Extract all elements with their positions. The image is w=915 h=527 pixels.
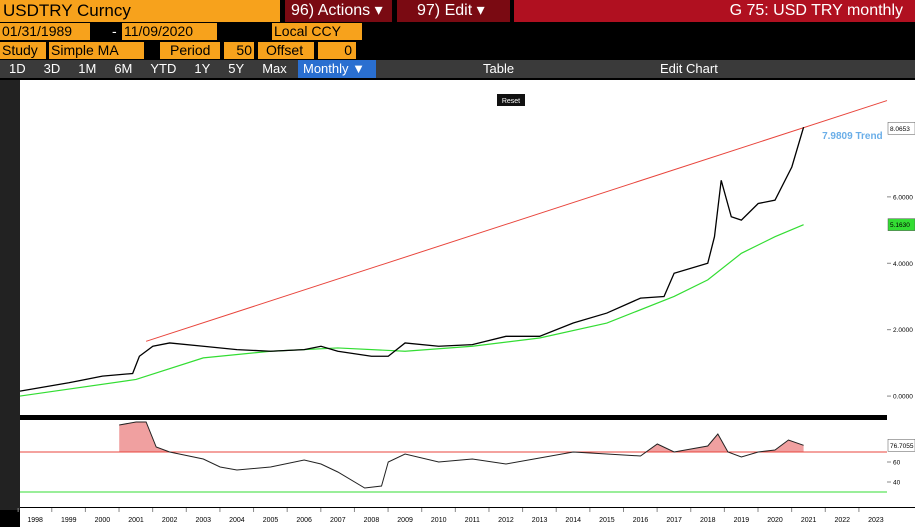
rsi-last-label-box bbox=[887, 439, 915, 452]
x-tick-label: 2011 bbox=[465, 517, 480, 524]
range-buttons: 1D 3D 1M 6M YTD 1Y 5Y Max bbox=[0, 60, 296, 78]
period-label: Period bbox=[160, 42, 220, 59]
study-label: Study bbox=[0, 42, 46, 59]
x-tick-label: 2002 bbox=[162, 517, 178, 524]
x-tick-label: 2015 bbox=[599, 517, 615, 524]
x-tick-label: 2004 bbox=[229, 517, 245, 524]
last-price-label-box bbox=[887, 122, 915, 135]
ma-line bbox=[19, 224, 804, 397]
date-dash: - bbox=[112, 23, 117, 39]
frequency[interactable]: Monthly ▼ bbox=[298, 60, 376, 78]
side-toolbar bbox=[0, 80, 20, 510]
range-button[interactable]: Max bbox=[262, 61, 287, 76]
x-tick-label: 2023 bbox=[868, 517, 884, 524]
range-button[interactable]: 6M bbox=[114, 61, 133, 76]
y-tick-label: 60 bbox=[893, 460, 901, 467]
x-tick-label: 2001 bbox=[128, 517, 144, 524]
x-tick-label: 2013 bbox=[532, 517, 548, 524]
ma-label-box bbox=[887, 218, 915, 231]
chart: Reset 1998 1999 2000 2001 2002 2003 2004 2005 20… bbox=[17, 80, 915, 527]
reset-button[interactable]: Reset bbox=[502, 98, 520, 105]
x-tick-label: 2012 bbox=[498, 517, 514, 524]
x-tick-label: 2017 bbox=[666, 517, 682, 524]
x-tick-label: 2021 bbox=[801, 517, 817, 524]
reset-bg bbox=[497, 94, 525, 106]
chart-name: G 75: USD TRY monthly bbox=[514, 0, 915, 22]
trend-annotation: 7.9809 Trend bbox=[822, 131, 883, 142]
edit-chart-button[interactable]: Edit Chart bbox=[660, 61, 718, 76]
x-tick-label: 2009 bbox=[397, 517, 413, 524]
edit-menu[interactable]: 97) Edit ▾ bbox=[397, 0, 510, 22]
rsi-last-label: 76.7055 bbox=[890, 443, 914, 450]
y-tick-label: 6.0000 bbox=[893, 194, 913, 201]
actions-menu[interactable]: 96) Actions ▾ bbox=[285, 0, 392, 22]
x-tick-label: 2019 bbox=[734, 517, 750, 524]
offset[interactable]: 0 bbox=[318, 42, 356, 59]
x-tick-label: 2014 bbox=[565, 517, 581, 524]
x-tick-label: 1998 bbox=[27, 517, 43, 524]
period[interactable]: 50 bbox=[224, 42, 254, 59]
x-tick-label: 1999 bbox=[61, 517, 77, 524]
x-axis-bg bbox=[20, 508, 915, 527]
x-tick-label: 2018 bbox=[700, 517, 716, 524]
x-tick-label: 2007 bbox=[330, 517, 346, 524]
start-date[interactable]: 01/31/1989 bbox=[0, 23, 90, 40]
last-price-label: 8.0653 bbox=[890, 126, 910, 133]
x-tick-label: 2005 bbox=[263, 517, 279, 524]
study[interactable]: Simple MA bbox=[49, 42, 144, 59]
range-button[interactable]: 1Y bbox=[194, 61, 211, 76]
range-button[interactable]: 3D bbox=[43, 61, 61, 76]
y-axis-bg bbox=[887, 80, 915, 507]
x-tick-label: 2006 bbox=[296, 517, 312, 524]
range-button[interactable]: 1M bbox=[78, 61, 97, 76]
offset-label: Offset bbox=[258, 42, 314, 59]
plot-bg bbox=[20, 80, 887, 415]
x-tick-label: 2020 bbox=[767, 517, 783, 524]
range-button[interactable]: 5Y bbox=[228, 61, 245, 76]
currency[interactable]: Local CCY bbox=[272, 23, 362, 40]
x-tick-label: 2008 bbox=[364, 517, 380, 524]
x-tick-label: 2022 bbox=[834, 517, 850, 524]
price-line bbox=[19, 126, 805, 392]
y-tick-label: 0.0000 bbox=[893, 394, 913, 401]
end-date[interactable]: 11/09/2020 bbox=[122, 23, 217, 40]
y-tick-label: 40 bbox=[893, 480, 901, 487]
rsi-line bbox=[119, 421, 804, 489]
x-tick-label: 2003 bbox=[195, 517, 211, 524]
range-button[interactable]: 1D bbox=[9, 61, 26, 76]
ma-label: 5.1630 bbox=[890, 222, 910, 229]
x-tick-label: 2010 bbox=[431, 517, 447, 524]
table-button[interactable]: Table bbox=[483, 61, 515, 76]
y-tick-label: 4.0000 bbox=[893, 261, 913, 268]
trend-line bbox=[145, 100, 888, 342]
x-tick-label: 2016 bbox=[633, 517, 649, 524]
y-tick-label: 2.0000 bbox=[893, 327, 913, 334]
x-tick-label: 2000 bbox=[95, 517, 111, 524]
range-button[interactable]: YTD bbox=[150, 61, 177, 76]
range-bar bbox=[0, 60, 915, 78]
ticker[interactable]: USDTRY Curncy bbox=[0, 0, 280, 22]
